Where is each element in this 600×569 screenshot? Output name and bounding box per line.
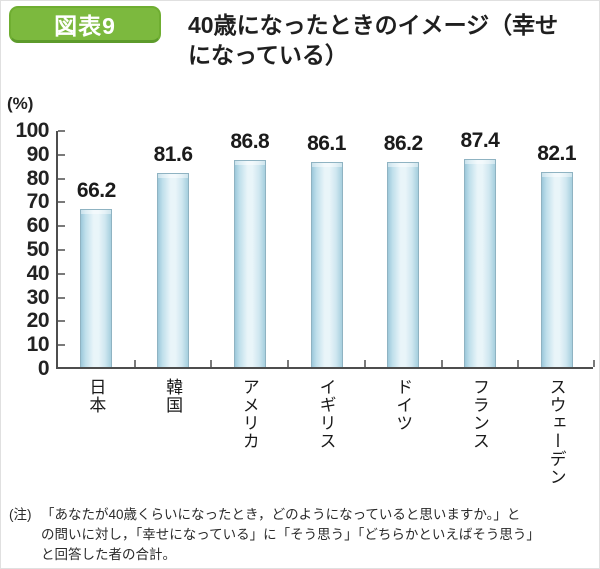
y-tick-label: 40 — [26, 261, 50, 285]
x-tick-mark — [517, 360, 520, 367]
y-axis-unit-label: (%) — [7, 94, 34, 113]
x-tick-mark — [133, 360, 136, 367]
y-axis-tick-labels: 0 10 20 30 40 50 60 70 80 90 100 — [1, 120, 50, 380]
footnote-line: の問いに対し，「幸せになっている」に「そう思う」「どちらかといえばそう思う」 — [41, 527, 540, 542]
bar-value-label: 82.1 — [537, 141, 577, 165]
x-category-label: 日本 — [86, 378, 106, 414]
x-tick-mark — [210, 360, 213, 367]
plot-area: 66.2 81.6 86.8 86.1 86.2 87.4 82.1 — [56, 129, 595, 369]
bar-value-label: 87.4 — [460, 129, 500, 152]
y-tick-label: 0 — [37, 357, 50, 380]
y-tick-label: 80 — [26, 166, 50, 190]
y-tick-label: 10 — [26, 333, 50, 357]
y-tick-mark — [58, 272, 65, 275]
x-tick-mark — [287, 360, 290, 367]
footnote: (注) 「あなたが40歳くらいになったとき，どのようになっていると思いますか。」… — [9, 505, 595, 565]
figure-number-badge: 図表9 — [9, 6, 161, 43]
y-tick-label: 90 — [26, 142, 50, 166]
y-tick-label: 70 — [26, 190, 50, 214]
x-category-label: 韓国 — [163, 378, 183, 414]
footnote-line: と回答した者の合計。 — [41, 547, 176, 562]
bar-韓国 — [157, 172, 190, 367]
y-tick-mark — [58, 320, 65, 323]
y-tick-mark — [58, 249, 65, 251]
bar-フランス — [463, 159, 496, 367]
y-tick-label: 60 — [26, 214, 50, 238]
y-tick-mark — [58, 201, 65, 204]
figure-number-label: 図表9 — [54, 13, 116, 39]
bar-日本 — [80, 209, 113, 367]
y-tick-mark — [58, 153, 65, 156]
x-category-label: スウェーデン — [546, 378, 566, 486]
y-tick-label: 20 — [26, 309, 50, 333]
x-tick-mark — [440, 360, 443, 367]
footnote-line: 「あなたが40歳くらいになったとき，どのようになっていると思いますか。」と — [41, 507, 521, 522]
bar-アメリカ — [233, 160, 266, 367]
bar-スウェーデン — [540, 171, 573, 367]
y-tick-label: 30 — [26, 285, 50, 309]
x-category-label: フランス — [469, 378, 489, 450]
y-tick-label: 100 — [15, 119, 49, 142]
bar-ドイツ — [387, 161, 420, 367]
x-axis-category-labels: 日本 韓国 アメリカ イギリス ドイツ フランス スウェーデン — [56, 374, 593, 502]
bar-value-label: 81.6 — [153, 142, 193, 166]
footnote-label: (注) — [9, 507, 32, 522]
x-category-label: アメリカ — [239, 378, 259, 450]
bar-value-label: 86.8 — [230, 130, 270, 154]
y-tick-mark — [58, 225, 65, 228]
y-tick-mark — [58, 130, 65, 132]
y-tick-mark — [58, 296, 65, 299]
x-category-label: イギリス — [316, 378, 336, 450]
bar-value-label: 66.2 — [76, 179, 116, 203]
y-tick-mark — [58, 177, 65, 180]
x-tick-mark — [593, 360, 595, 367]
bar-value-label: 86.2 — [383, 131, 423, 155]
x-tick-mark — [363, 360, 366, 367]
figure-title-line1: 40歳になったときのイメージ（幸せ — [188, 12, 559, 38]
x-category-label: ドイツ — [393, 378, 413, 432]
figure-title-line2: になっている） — [188, 42, 348, 68]
bar-value-label: 86.1 — [307, 132, 346, 156]
figure-title: 40歳になったときのイメージ（幸せ になっている） — [188, 10, 593, 70]
bar-イギリス — [310, 162, 343, 367]
y-tick-label: 50 — [26, 238, 50, 261]
footnote-lines: 「あなたが40歳くらいになったとき，どのようになっていると思いますか。」との問い… — [41, 505, 595, 565]
y-tick-mark — [58, 344, 65, 347]
